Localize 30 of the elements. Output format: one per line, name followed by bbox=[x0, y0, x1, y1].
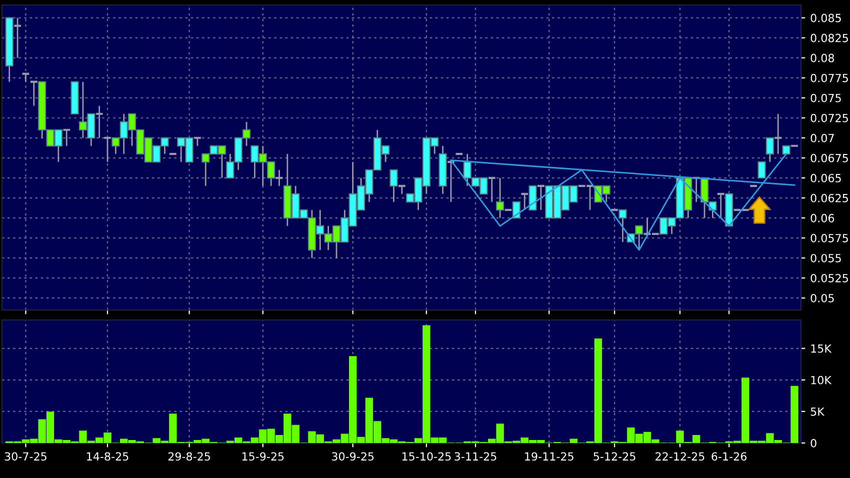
y-tick-label: 0.065 bbox=[810, 174, 841, 182]
x-tick-label: 30-9-25 bbox=[332, 452, 374, 461]
y-tick-label: 0.0725 bbox=[810, 114, 848, 122]
y-tick-label: 0.075 bbox=[810, 94, 841, 102]
y-tick-label: 0.0675 bbox=[810, 154, 848, 162]
y-tick-label: 10K bbox=[811, 376, 832, 384]
x-tick-label: 15-10-25 bbox=[402, 452, 451, 461]
y-tick-label: 0.055 bbox=[810, 254, 841, 262]
x-tick-label: 22-12-25 bbox=[656, 452, 704, 461]
y-tick-label: 0.0625 bbox=[810, 194, 848, 202]
y-tick-label: 0.08 bbox=[810, 54, 834, 62]
x-tick-label: 3-11-25 bbox=[454, 452, 496, 461]
x-tick-label: 14-8-25 bbox=[87, 452, 128, 461]
x-tick-label: 6-1-26 bbox=[712, 452, 746, 461]
y-tick-label: 0.07 bbox=[810, 134, 834, 142]
y-tick-label: 0.0825 bbox=[810, 34, 848, 42]
y-tick-label: 0.06 bbox=[810, 214, 834, 222]
y-tick-label: 0.085 bbox=[810, 14, 841, 22]
y-tick-label: 0.0575 bbox=[810, 234, 848, 242]
x-tick-label: 30-7-25 bbox=[4, 452, 46, 461]
y-tick-label: 0.05 bbox=[810, 294, 834, 302]
y-tick-label: 15K bbox=[811, 344, 832, 353]
x-tick-label: 15-9-25 bbox=[242, 452, 284, 461]
y-tick-label: 0.0775 bbox=[810, 74, 848, 82]
x-tick-label: 19-11-25 bbox=[525, 452, 574, 461]
y-tick-label: 5K bbox=[810, 408, 825, 416]
x-tick-label: 5-12-25 bbox=[594, 452, 636, 461]
x-tick-label: 29-8-25 bbox=[168, 452, 210, 461]
y-tick-label: 0.0525 bbox=[810, 274, 848, 282]
y-tick-label: 0 bbox=[810, 438, 816, 448]
